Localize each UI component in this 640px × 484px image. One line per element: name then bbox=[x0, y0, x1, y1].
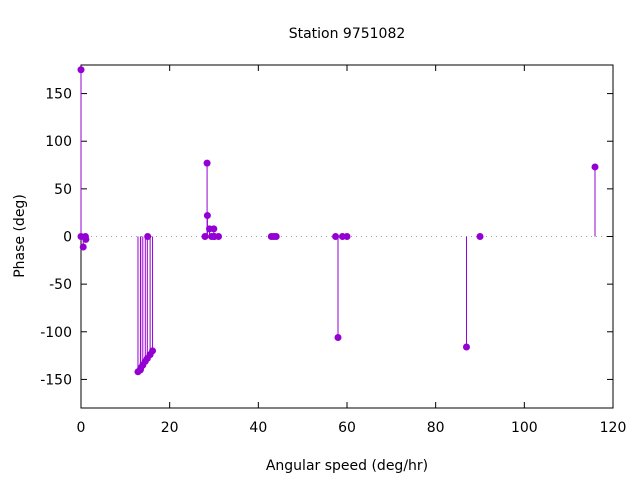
data-point bbox=[462, 343, 470, 351]
y-tick-label: -150 bbox=[40, 372, 72, 388]
y-tick-label: 0 bbox=[63, 230, 72, 246]
data-point bbox=[77, 66, 85, 74]
x-axis-label: Angular speed (deg/hr) bbox=[266, 458, 428, 474]
x-tick-label: 80 bbox=[427, 420, 445, 436]
y-tick-label: 150 bbox=[45, 87, 72, 103]
x-tick-label: 120 bbox=[600, 420, 627, 436]
data-point bbox=[591, 163, 599, 171]
data-marks bbox=[77, 66, 599, 376]
x-tick-label: 40 bbox=[249, 420, 267, 436]
y-axis-label: Phase (deg) bbox=[12, 194, 28, 278]
data-point bbox=[203, 212, 211, 220]
data-point bbox=[82, 235, 90, 243]
y-tick-label: -100 bbox=[40, 325, 72, 341]
data-point bbox=[79, 243, 87, 251]
chart-title: Station 9751082 bbox=[289, 26, 406, 42]
x-tick-label: 0 bbox=[77, 420, 86, 436]
x-tick-label: 60 bbox=[338, 420, 356, 436]
y-tick-label: 50 bbox=[54, 182, 72, 198]
y-tick-label: 100 bbox=[45, 134, 72, 150]
data-point bbox=[343, 233, 351, 240]
data-point bbox=[144, 233, 152, 240]
data-point bbox=[149, 347, 157, 355]
data-point bbox=[215, 233, 223, 240]
x-tick-label: 20 bbox=[161, 420, 179, 436]
data-point bbox=[332, 233, 340, 240]
data-point bbox=[334, 333, 342, 341]
data-point bbox=[476, 233, 484, 240]
x-tick-label: 100 bbox=[511, 420, 538, 436]
data-point bbox=[210, 225, 218, 233]
data-point bbox=[203, 159, 211, 167]
axes: 0 20 40 60 80 100 120 -150 -100 -50 0 50 100 150 bbox=[40, 64, 627, 436]
y-tick-label: -50 bbox=[49, 277, 72, 293]
data-point bbox=[272, 233, 280, 240]
